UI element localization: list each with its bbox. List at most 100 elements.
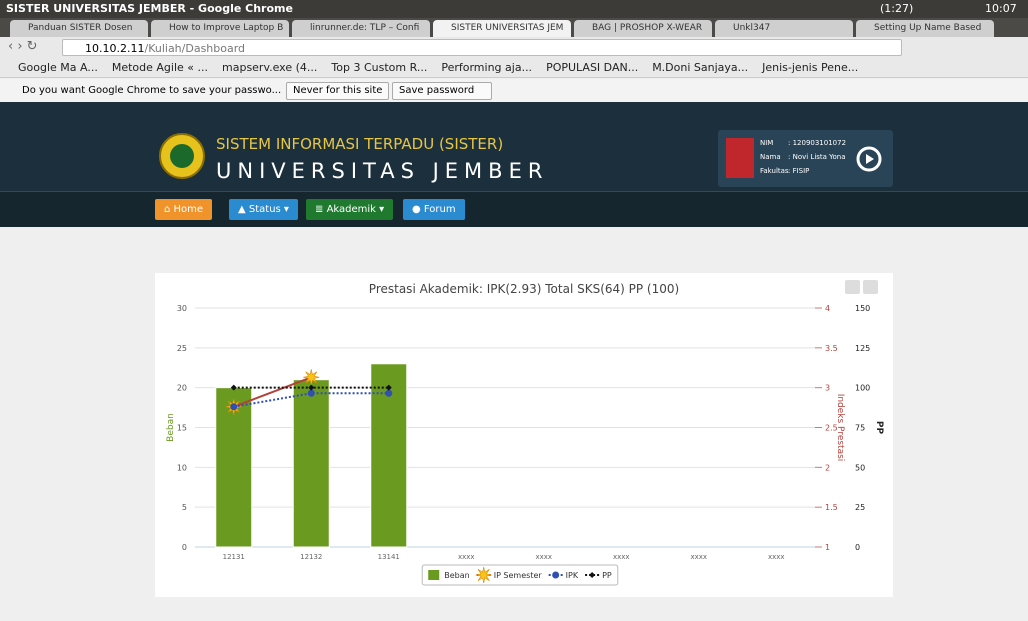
user-card: NIM: 120903101072 Nama: Novi Lista Yona … [718, 130, 893, 187]
user-info: NIM: 120903101072 Nama: Novi Lista Yona … [760, 136, 846, 178]
nav-bar: ⌂ Home ▲ Status ▾ ≣ Akademik ▾ ● Forum [0, 191, 1028, 227]
y2-tick-label: 1.5 [825, 503, 838, 512]
name-label: Nama [760, 150, 788, 164]
bookmark[interactable]: Google Ma A... [18, 58, 98, 77]
legend-label: Beban [444, 571, 469, 580]
y-tick-label: 20 [177, 384, 187, 393]
x-tick-label: xxxx [613, 553, 630, 561]
x-tick-label: 12131 [223, 553, 245, 561]
chart-card: Prestasi Akademik: IPK(2.93) Total SKS(6… [155, 273, 893, 597]
password-bar: Do you want Google Chrome to save your p… [0, 79, 1028, 103]
legend-label: IPK [566, 571, 579, 580]
legend-label: PP [602, 571, 612, 580]
bookmark[interactable]: POPULASI DAN... [546, 58, 638, 77]
tab[interactable]: How to Improve Laptop B [151, 20, 289, 37]
y-axis-title: Beban [166, 413, 176, 442]
nav-label: Status [249, 204, 281, 215]
y2-tick-label: 3.5 [825, 344, 838, 353]
bookmark[interactable]: M.Doni Sanjaya... [652, 58, 748, 77]
point [230, 403, 237, 410]
y3-tick-label: 75 [855, 424, 865, 433]
legend-item: Beban [428, 570, 469, 580]
y2-tick-label: 4 [825, 304, 830, 313]
bookmark[interactable]: Performing aja... [441, 58, 532, 77]
nav-status[interactable]: ▲ Status ▾ [229, 199, 298, 220]
y-tick-label: 15 [177, 424, 187, 433]
tab[interactable]: Setting Up Name Based [856, 20, 994, 37]
y-tick-label: 5 [182, 503, 187, 512]
logo [158, 132, 206, 180]
nav-label: Home [174, 204, 204, 215]
user-photo [726, 138, 754, 178]
site-title: SISTEM INFORMASI TERPADU (SISTER) [216, 135, 503, 153]
y3-axis-title: PP [874, 421, 884, 435]
x-tick-label: 13141 [378, 553, 400, 561]
x-tick-label: 12132 [300, 553, 322, 561]
x-tick-label: xxxx [458, 553, 475, 561]
nim: : 120903101072 [788, 139, 846, 147]
toolbar: ‹ › ↻ 10.10.2.11/Kuliah/Dashboard [0, 37, 1028, 58]
tab-strip: Panduan SISTER Dosen How to Improve Lapt… [0, 18, 1028, 37]
legend-label: IP Semester [494, 571, 543, 580]
x-tick-label: xxxx [535, 553, 552, 561]
y3-tick-label: 150 [855, 304, 870, 313]
chart-title: Prestasi Akademik: IPK(2.93) Total SKS(6… [369, 282, 679, 296]
battery: (1:27) [880, 0, 913, 18]
y3-tick-label: 125 [855, 344, 870, 353]
point [385, 390, 392, 397]
print-button[interactable] [845, 280, 860, 294]
address-bar[interactable]: 10.10.2.11/Kuliah/Dashboard [62, 39, 902, 56]
bookmark[interactable]: Metode Agile « ... [112, 58, 208, 77]
password-message: Do you want Google Chrome to save your p… [22, 79, 281, 102]
logout-icon[interactable] [856, 146, 882, 172]
clock: 10:07 [985, 0, 1017, 18]
bar [293, 380, 329, 547]
x-tick-label: xxxx [768, 553, 785, 561]
y-tick-label: 0 [182, 543, 187, 552]
back-forward[interactable]: ‹ › ↻ [8, 39, 38, 54]
bookmarks-bar: Google Ma A... Metode Agile « ... mapser… [0, 58, 1028, 78]
bookmark[interactable]: mapserv.exe (4... [222, 58, 317, 77]
point [308, 390, 315, 397]
legend-marker [476, 567, 492, 583]
tab[interactable]: SISTER UNIVERSITAS JEM [433, 20, 571, 37]
tab[interactable]: linrunner.de: TLP – Confi [292, 20, 430, 37]
url-path: /Kuliah/Dashboard [144, 42, 245, 55]
y3-tick-label: 25 [855, 503, 865, 512]
legend-symbol [428, 570, 439, 580]
y2-axis-title: Indeks Prestasi [835, 394, 845, 462]
y-tick-label: 25 [177, 344, 187, 353]
bookmark[interactable]: Top 3 Custom R... [331, 58, 427, 77]
page: SISTER UNIVERSITAS JEMBER - Google Chrom… [0, 0, 1028, 621]
nav-forum[interactable]: ● Forum [403, 199, 465, 220]
user-name: : Novi Lista Yona [788, 153, 846, 161]
nav-label: Akademik [327, 204, 376, 215]
save-button[interactable]: Save password [392, 82, 492, 100]
y2-tick-label: 3 [825, 384, 830, 393]
y-tick-label: 10 [177, 463, 187, 472]
chart: Prestasi Akademik: IPK(2.93) Total SKS(6… [155, 273, 893, 597]
y-tick-label: 30 [177, 304, 187, 313]
never-button[interactable]: Never for this site [286, 82, 389, 100]
y2-tick-label: 1 [825, 543, 830, 552]
point [303, 369, 319, 385]
nav-label: Forum [424, 204, 456, 215]
tab[interactable]: Unkl347 [715, 20, 853, 37]
y3-tick-label: 100 [855, 384, 870, 393]
window-title: SISTER UNIVERSITAS JEMBER - Google Chrom… [6, 0, 293, 18]
legend: Beban IP Semester IPK PP [422, 565, 618, 585]
x-tick-label: xxxx [690, 553, 707, 561]
y2-tick-label: 2 [825, 463, 830, 472]
y3-tick-label: 0 [855, 543, 860, 552]
download-button[interactable] [863, 280, 878, 294]
url-host: 10.10.2.11 [85, 42, 144, 55]
nav-home[interactable]: ⌂ Home [155, 199, 212, 220]
site-subtitle: UNIVERSITAS JEMBER [216, 159, 548, 183]
legend-marker [552, 572, 559, 579]
tab[interactable]: BAG | PROSHOP X-WEAR [574, 20, 712, 37]
site-header: SISTEM INFORMASI TERPADU (SISTER) UNIVER… [0, 102, 1028, 191]
tab[interactable]: Panduan SISTER Dosen [10, 20, 148, 37]
bookmark[interactable]: Jenis-jenis Pene... [762, 58, 858, 77]
faculty: : FISIP [788, 167, 809, 175]
nav-akademik[interactable]: ≣ Akademik ▾ [306, 199, 393, 220]
